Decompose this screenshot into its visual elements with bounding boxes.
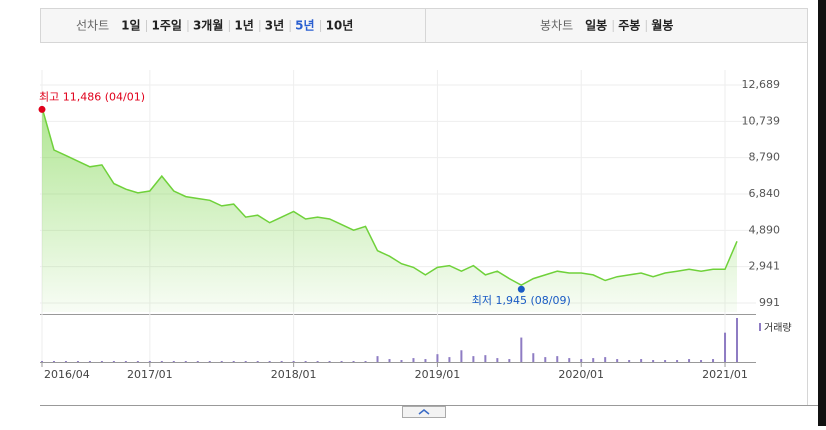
volume-bar [196,361,199,362]
volume-bar [628,360,631,362]
volume-bar [556,356,559,362]
volume-bar [508,359,511,362]
collapse-icon [418,409,430,415]
volume-bar [304,361,307,362]
low-label: 최저 1,945 (08/09) [472,294,571,307]
volume-bar [448,357,451,362]
legend-label: 거래량 [764,322,792,334]
x-tick-label: 2020/01 [558,368,604,381]
volume-bar [160,361,163,362]
x-tick-label: 2018/01 [271,368,317,381]
volume-bar [712,359,715,362]
period-button[interactable]: 1일 [121,19,140,33]
volume-bar [568,358,571,362]
volume-bar [280,361,283,362]
toolbar [40,8,808,43]
volume-bar [88,361,91,362]
volume-bar [724,332,727,362]
period-button[interactable]: 1년 [234,19,253,33]
volume-bar [484,355,487,362]
volume-bar [376,356,379,362]
volume-bar [184,361,187,362]
volume-bar [220,361,223,362]
volume-bar [136,361,139,362]
volume-bar [52,361,55,362]
volume-bar [532,353,535,362]
volume-bar [664,360,667,362]
collapse-button[interactable] [402,406,446,418]
toolbar-items: 선차트 1일 1주일 3개월 1년 3년 5년 10년 봉차트 일봉 주봉 월봉 [76,18,673,33]
volume-bar [208,361,211,362]
volume-bar [604,357,607,362]
period-button[interactable]: 5년 [295,19,314,33]
y-tick-label: 8,790 [749,151,781,164]
y-tick-label: 991 [759,296,780,309]
y-tick-label: 4,890 [749,223,781,236]
area [42,107,737,313]
volume-bar [436,354,439,362]
volume-bar [232,361,235,362]
line [41,107,738,287]
volume-bar [400,360,403,362]
volume-bar [244,361,247,362]
x-tick-label: 2016/04 [44,368,90,381]
y-tick-label: 10,739 [742,114,781,127]
period-button[interactable]: 3년 [265,19,284,33]
x-tick-label: 2019/01 [415,368,461,381]
high-marker [38,105,46,113]
plot: 991 2,941 4,890 6,840 8,790 10,739 12,689 2016/… [38,70,792,381]
volume-bar [124,361,127,362]
volume-bar [292,361,295,362]
period-button[interactable]: 3개월 [193,18,223,33]
period-button[interactable]: 월봉 [651,18,673,33]
volume-bar [76,361,79,362]
y-tick-label: 2,941 [749,260,781,273]
volume-bar [268,361,271,362]
volume-bar [592,358,595,362]
volume-bar [580,359,583,362]
period-button[interactable]: 주봉 [618,19,640,33]
legend-swatch [759,323,761,331]
volume-bar [544,357,547,362]
volume-bar [352,361,355,362]
period-button[interactable]: 10년 [326,19,354,33]
x-tick-label: 2021/01 [702,368,748,381]
volume-bar [172,361,175,362]
volume-bar [148,361,151,362]
volume-bar [676,360,679,362]
volume-bar [256,361,259,362]
volume-bar [472,356,475,362]
frame-edge [818,0,826,426]
volume-bar [328,361,331,362]
volume-bar [652,360,655,362]
volume-bar [412,358,415,362]
x-tick-label: 2017/01 [127,368,173,381]
volume-bar [100,361,103,362]
volume-bar [340,361,343,362]
toolbar-label: 봉차트 [540,19,573,33]
period-button[interactable]: 1주일 [152,19,182,33]
volume-bar [616,359,619,362]
volume-bar [364,361,367,362]
y-tick-label: 12,689 [742,78,781,91]
volume-bar [700,360,703,362]
volume-bar [460,350,463,362]
volume-bar [112,361,115,362]
volume-bar [520,337,523,362]
volume-bar [688,359,691,362]
volume-bar [316,361,319,362]
period-button[interactable]: 일봉 [585,19,607,33]
volume-bar [736,318,738,362]
low-marker [517,285,525,293]
toolbar-label: 선차트 [76,19,109,33]
volume-bar [388,359,391,362]
volume-bar [640,359,643,362]
y-tick-label: 6,840 [749,187,781,200]
volume-bar [41,361,43,362]
high-label: 최고 11,486 (04/01) [39,90,145,103]
volume-bar [64,361,67,362]
volume-bar [424,359,427,362]
volume-bar [496,358,499,362]
